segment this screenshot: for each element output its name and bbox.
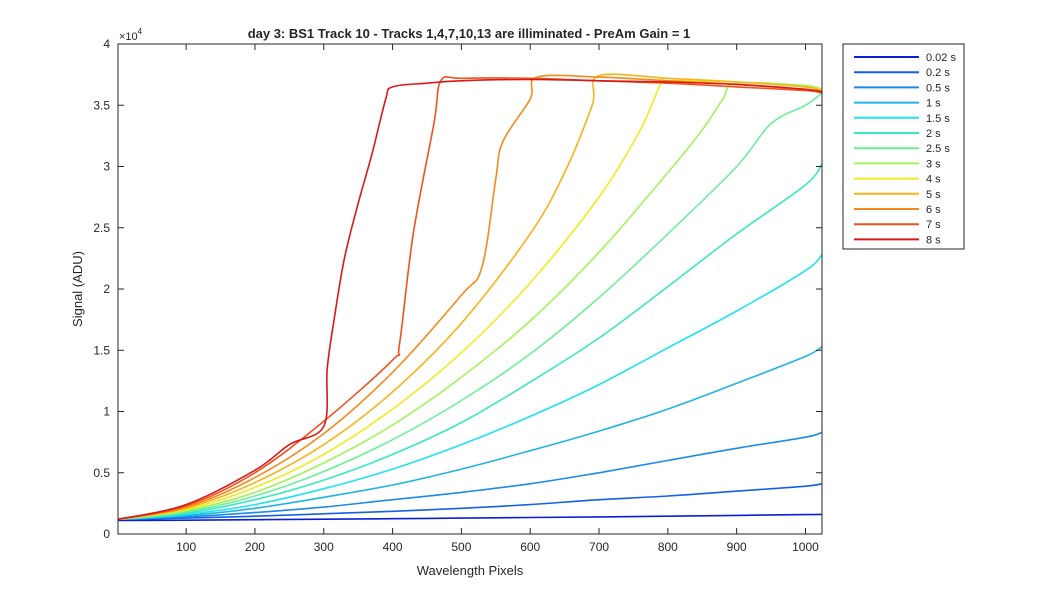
y-exponent-power: 4 <box>138 27 143 36</box>
legend-label-8: 3 s <box>926 158 941 170</box>
y-axis-label: Signal (ADU) <box>70 251 85 327</box>
series-line-5 <box>117 254 823 521</box>
x-tick-label: 800 <box>658 540 678 554</box>
series-line-4 <box>117 345 823 521</box>
series-line-12 <box>117 75 823 521</box>
series-line-13 <box>117 78 823 521</box>
series-line-10 <box>117 73 823 521</box>
x-axis-label: Wavelength Pixels <box>417 563 524 578</box>
y-tick-label: 2.5 <box>93 221 110 235</box>
y-exponent-base: ×10 <box>119 31 138 43</box>
x-axis: 100 200 300 400 500 600 700 800 900 1000 <box>176 44 819 554</box>
y-axis: 0 0.5 1 1.5 2 2.5 3 3.5 4 <box>93 37 822 541</box>
legend-label-5: 1.5 s <box>926 113 950 125</box>
y-tick-label: 3 <box>103 160 110 174</box>
legend-label-10: 5 s <box>926 189 941 201</box>
x-tick-label: 200 <box>245 540 265 554</box>
y-tick-label: 4 <box>103 37 110 51</box>
x-tick-label: 1000 <box>792 540 819 554</box>
x-tick-label: 700 <box>589 540 609 554</box>
plot-area <box>118 44 822 534</box>
y-tick-label: 3.5 <box>93 98 110 112</box>
x-tick-label: 100 <box>176 540 196 554</box>
series-line-7 <box>117 92 823 521</box>
series-line-2 <box>117 483 823 521</box>
chart-title: day 3: BS1 Track 10 - Tracks 1,4,7,10,13… <box>248 26 691 41</box>
legend-label-7: 2.5 s <box>926 143 950 155</box>
x-tick-label: 600 <box>520 540 540 554</box>
series-line-3 <box>117 431 823 521</box>
y-tick-label: 0 <box>103 527 110 541</box>
legend-label-2: 0.2 s <box>926 67 950 79</box>
legend-box <box>842 43 965 250</box>
series-line-1 <box>117 513 823 522</box>
legend-label-6: 2 s <box>926 128 941 140</box>
x-tick-label: 300 <box>314 540 334 554</box>
legend-label-9: 4 s <box>926 174 941 186</box>
series-layer <box>117 73 823 522</box>
legend-label-4: 1 s <box>926 98 941 110</box>
y-tick-label: 1.5 <box>93 343 110 357</box>
y-tick-label: 2 <box>103 282 110 296</box>
legend-label-12: 7 s <box>926 219 941 231</box>
y-tick-label: 0.5 <box>93 466 110 480</box>
legend-label-1: 0.02 s <box>926 52 956 64</box>
x-tick-label: 500 <box>451 540 471 554</box>
legend-label-11: 6 s <box>926 204 941 216</box>
legend-label-13: 8 s <box>926 234 941 246</box>
legend: 0.02 s 0.2 s 0.5 s 1 s 1.5 s 2 s 2.5 s 3 s 4 s 5 … <box>842 43 965 250</box>
x-tick-label: 400 <box>383 540 403 554</box>
y-exponent-label: ×104 <box>119 27 143 43</box>
series-line-6 <box>117 163 823 521</box>
x-tick-label: 900 <box>727 540 747 554</box>
y-tick-label: 1 <box>103 405 110 419</box>
legend-label-3: 0.5 s <box>926 82 950 94</box>
series-line-8 <box>117 81 823 521</box>
